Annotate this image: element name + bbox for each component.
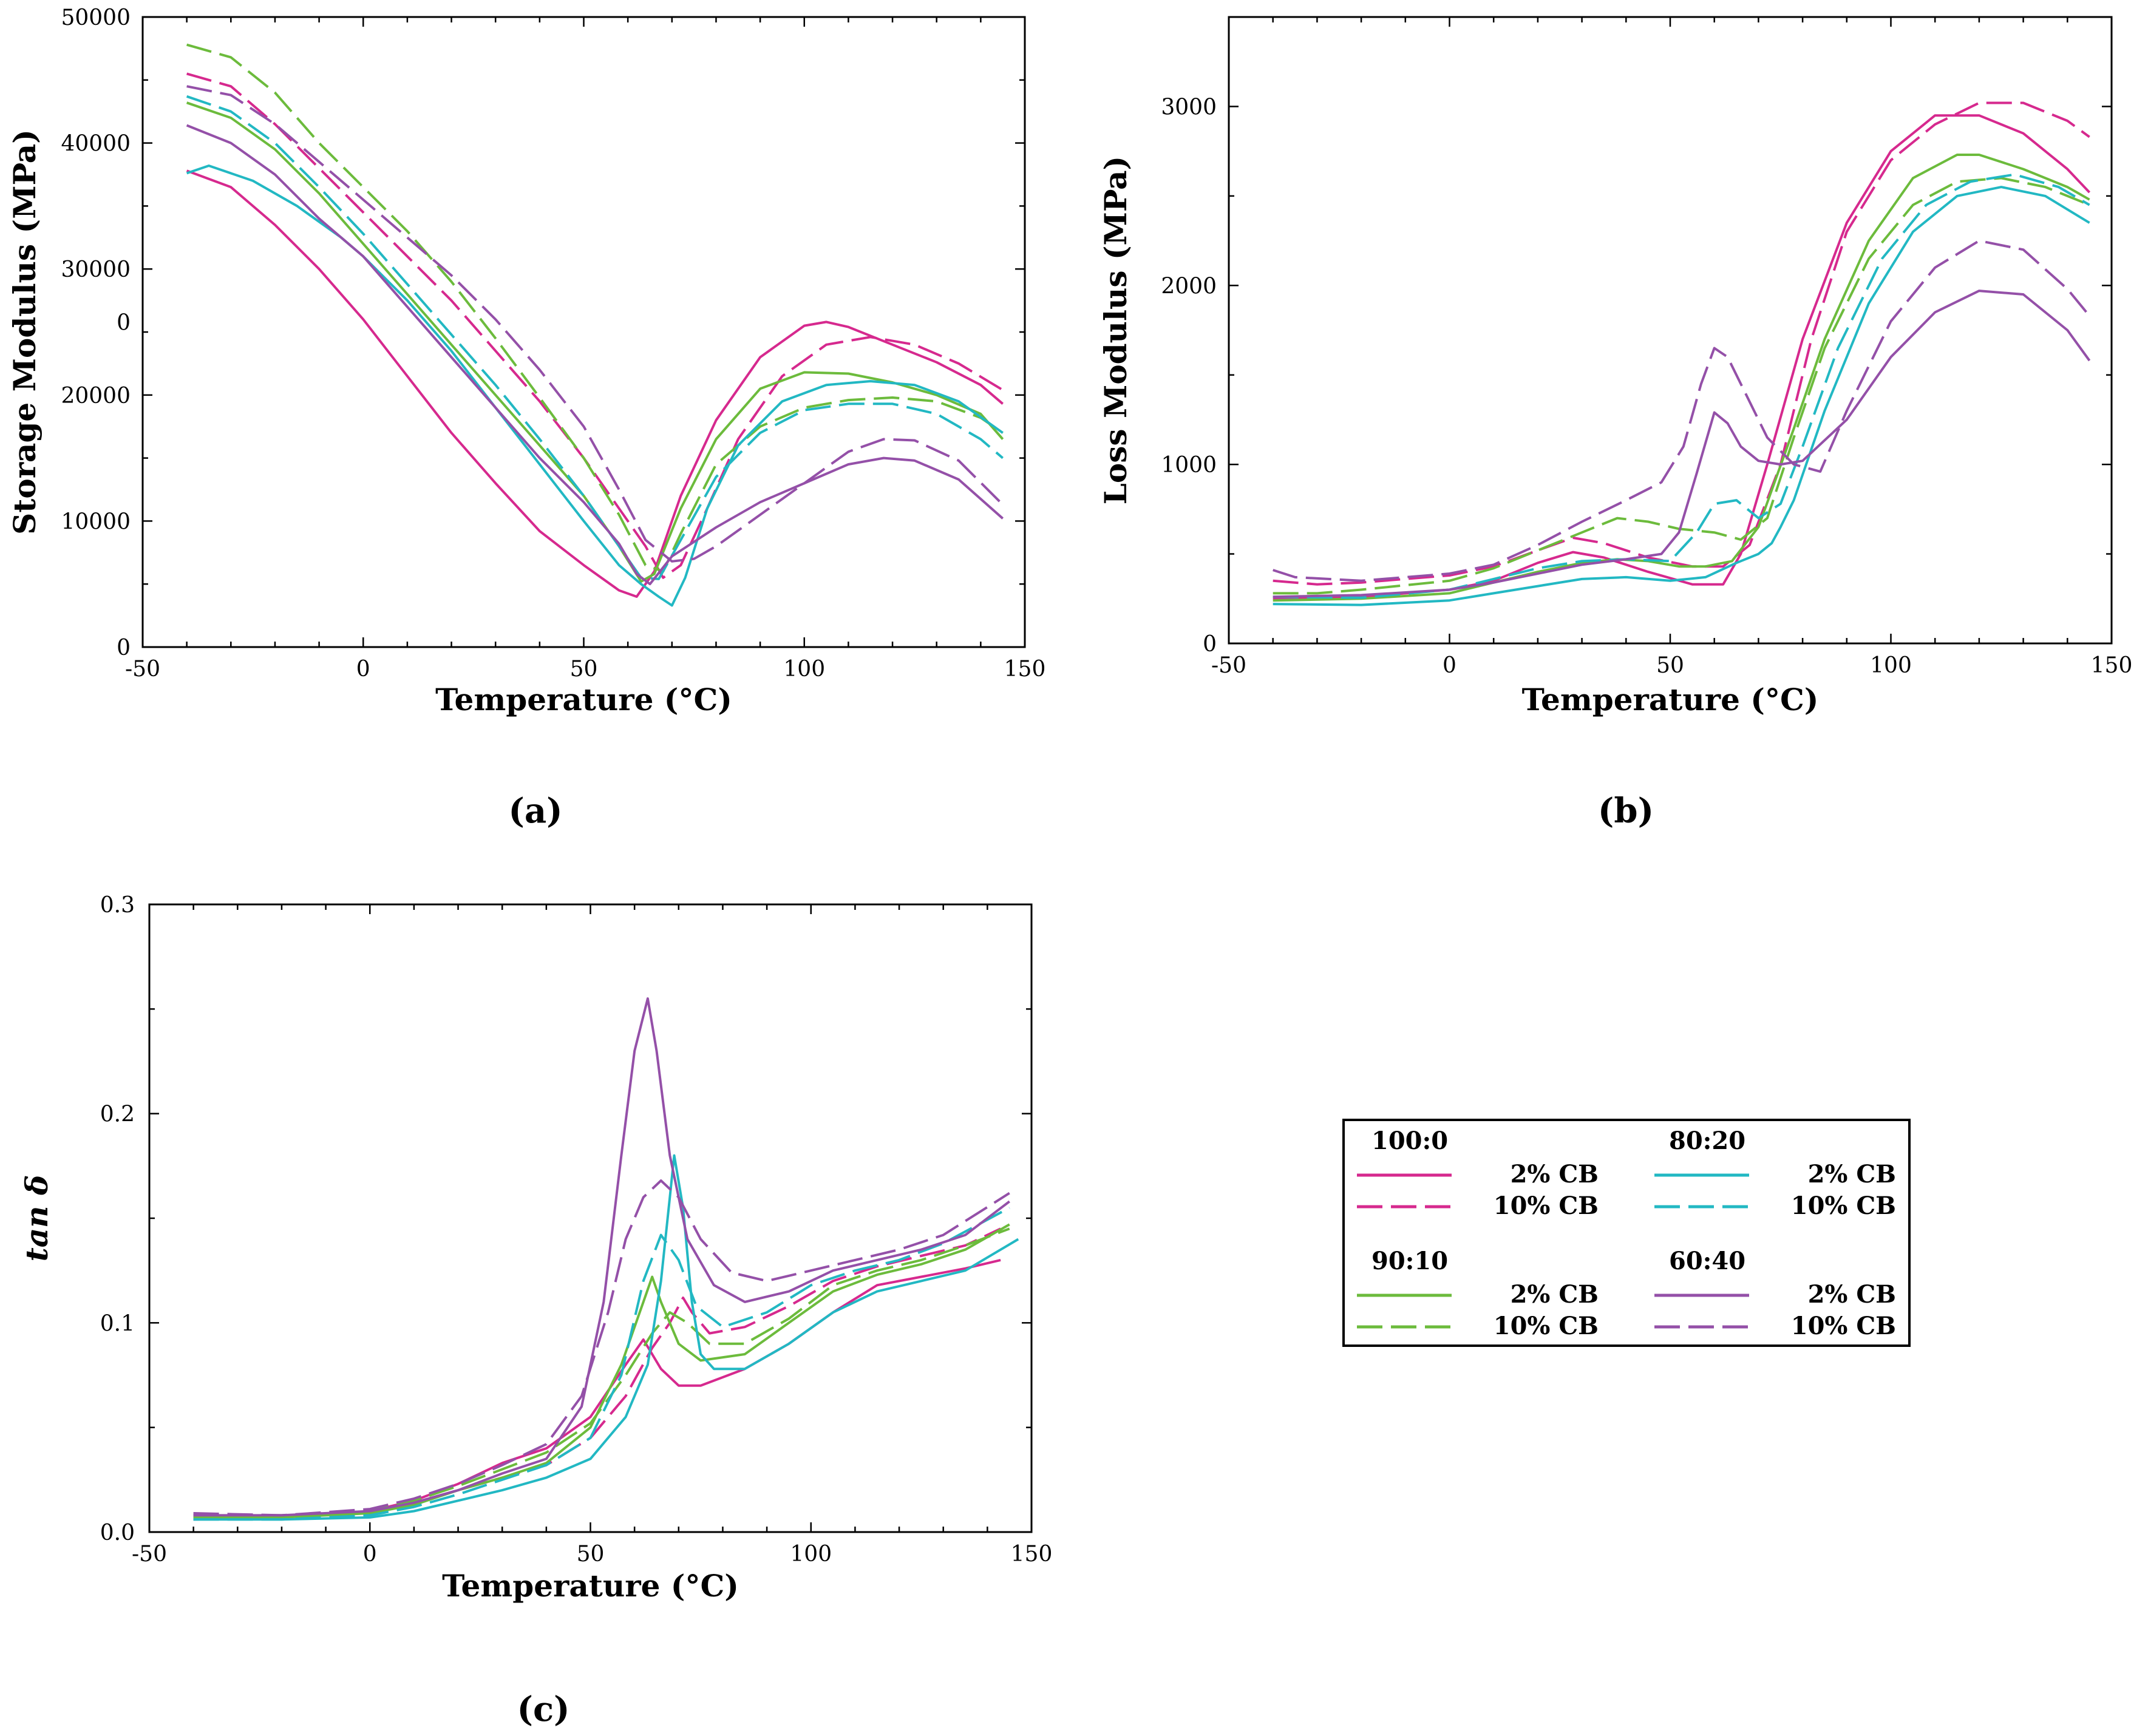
y-tick-label: 50000: [61, 5, 131, 30]
legend-group-title: 100:0: [1371, 1127, 1448, 1155]
legend-entry-label: 2% CB: [1511, 1160, 1599, 1188]
x-tick-label: -50: [125, 657, 160, 682]
y-axis-label: Loss Modulus (MPa): [1098, 156, 1133, 504]
series-line-100-0-2cb: [186, 169, 1004, 598]
x-tick-label: 50: [570, 657, 598, 682]
series-line-80-20-2cb: [186, 164, 1004, 607]
x-axis-label: Temperature (°C): [435, 682, 732, 717]
y-tick-label: 10000: [61, 509, 131, 534]
x-tick-label: 150: [1011, 1542, 1053, 1567]
series-line-60-40-2cb: [186, 124, 1004, 586]
y-tick-label: 0.2: [100, 1102, 135, 1127]
y-tick-label: 40000: [61, 132, 131, 157]
series-line-90-10-10cb: [1273, 177, 2090, 595]
y-tick-label: 20000: [61, 384, 131, 409]
series-line-90-10-2cb: [193, 1223, 1010, 1519]
series-line-100-0-10cb: [193, 1227, 1001, 1519]
legend-entry-label: 2% CB: [1808, 1160, 1896, 1188]
panel-label: (a): [508, 791, 562, 831]
series-line-60-40-2cb: [1273, 290, 2091, 598]
x-tick-label: 50: [577, 1542, 605, 1567]
legend-entry-label: 2% CB: [1511, 1280, 1599, 1309]
panel-label: (b): [1598, 791, 1654, 831]
x-tick-label: 100: [790, 1542, 832, 1567]
series-line-100-0-2cb: [193, 1258, 1001, 1521]
x-tick-label: 100: [1870, 653, 1912, 678]
series-line-60-40-2cb: [193, 997, 1010, 1517]
y-tick-label: 0: [1203, 632, 1217, 657]
legend-group-title: 80:20: [1669, 1127, 1745, 1155]
series-line-60-40-10cb: [193, 1179, 1010, 1517]
legend-entry-label: 10% CB: [1494, 1192, 1599, 1220]
series-line-90-10-10cb: [186, 43, 1004, 573]
legend-entry-label: 10% CB: [1791, 1192, 1896, 1220]
y-tick-label-extra: 0: [117, 310, 131, 335]
legend: 100:0 2% CB 10% CB 80:20 2% CB 10% CB 90:10 2% …: [1342, 1119, 1911, 1347]
legend-entry-label: 10% CB: [1791, 1312, 1896, 1340]
y-tick-label: 30000: [61, 257, 131, 282]
y-tick-label: 0: [117, 636, 131, 660]
legend-group-title: 90:10: [1371, 1247, 1448, 1275]
series-line-100-0-10cb: [1273, 101, 2090, 586]
series-line-60-40-10cb: [1273, 239, 2091, 582]
x-axis-label: Temperature (°C): [1522, 682, 1819, 717]
x-tick-label: 150: [1004, 657, 1046, 682]
series-line-90-10-10cb: [193, 1227, 1010, 1517]
x-tick-label: 100: [783, 657, 825, 682]
y-tick-label: 0.1: [100, 1311, 135, 1336]
y-tick-label: 2000: [1161, 274, 1217, 299]
y-tick-label: 1000: [1161, 453, 1217, 478]
legend-group-title: 60:40: [1669, 1247, 1745, 1275]
x-axis-label: Temperature (°C): [442, 1568, 739, 1604]
x-tick-label: 50: [1656, 653, 1684, 678]
panel-label: (c): [517, 1689, 569, 1729]
x-tick-label: 0: [363, 1542, 377, 1567]
series-group: [193, 997, 1019, 1521]
series-line-100-0-10cb: [186, 72, 1004, 579]
y-tick-label: 0.3: [100, 893, 135, 918]
series-line-80-20-10cb: [193, 1207, 1010, 1521]
y-axis-label: Storage Modulus (MPa): [7, 129, 42, 535]
series-line-80-20-10cb: [1273, 173, 2090, 599]
storage-modulus-chart: -50 0 50 100 150010000200003000040000500000T…: [7, 5, 1045, 831]
series-line-80-20-2cb: [1273, 186, 2090, 606]
tan-delta-chart: -50 0 50 100 150 0.0 0.1 0.2 0.3 Temperature (°C)…: [19, 893, 1052, 1729]
x-tick-label: -50: [132, 1542, 167, 1567]
series-group: [1273, 101, 2091, 606]
y-tick-label: 0.0: [100, 1521, 135, 1545]
plot-frame: [1228, 16, 2113, 645]
x-tick-label: -50: [1211, 653, 1246, 678]
x-tick-label: 0: [1443, 653, 1456, 678]
x-tick-label: 150: [2091, 653, 2133, 678]
y-axis-label: tan δ: [19, 1175, 55, 1262]
legend-box: [1342, 1119, 1911, 1347]
plot-frame: [141, 16, 1026, 648]
y-tick-label: 3000: [1161, 95, 1217, 120]
legend-entry-label: 2% CB: [1808, 1280, 1896, 1309]
series-line-60-40-10cb: [186, 85, 1004, 563]
series-line-80-20-10cb: [186, 95, 1004, 580]
series-line-100-0-2cb: [1273, 114, 2091, 600]
series-group: [186, 43, 1004, 607]
x-tick-label: 0: [356, 657, 370, 682]
series-line-90-10-2cb: [1273, 154, 2090, 602]
legend-entry-label: 10% CB: [1494, 1312, 1599, 1340]
series-line-80-20-2cb: [193, 1154, 1019, 1521]
